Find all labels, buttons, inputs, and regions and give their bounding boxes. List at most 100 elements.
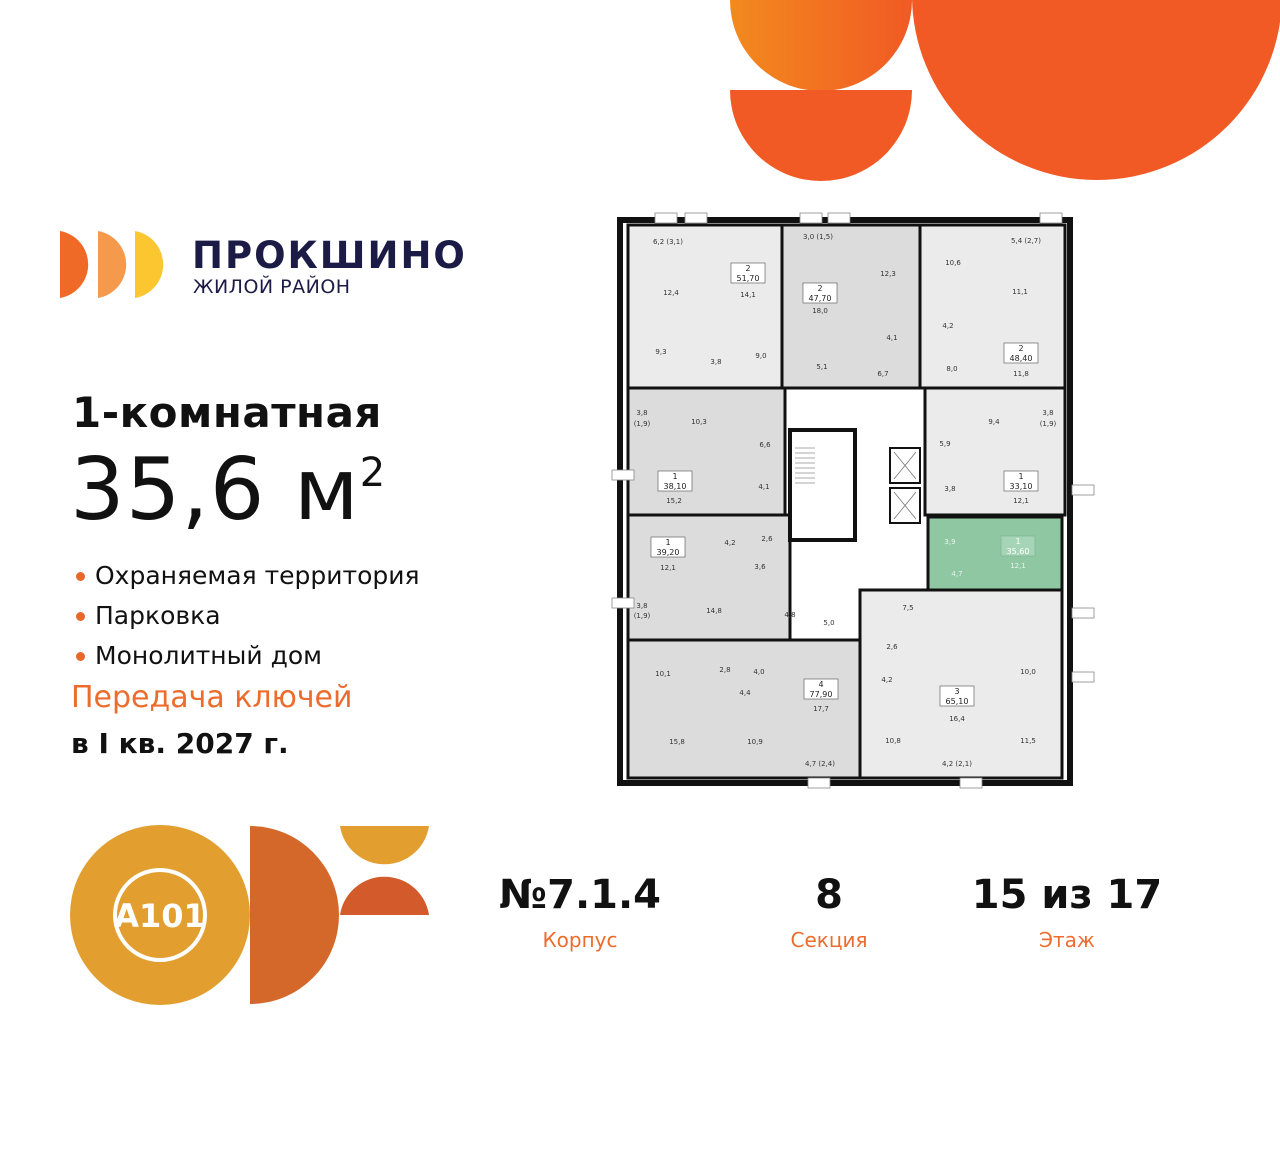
feature-label: Монолитный дом — [95, 641, 323, 670]
room-area: 11,8 — [1013, 370, 1029, 378]
brand-subtitle: ЖИЛОЙ РАЙОН — [193, 276, 351, 298]
room-area: 9,0 — [755, 352, 766, 360]
room-area: 11,1 — [1012, 288, 1028, 296]
apartment-area-shape — [626, 513, 792, 642]
feature-label: Парковка — [95, 601, 221, 630]
apartment-area-shape — [923, 386, 1067, 517]
apartment-1-room-38-10[interactable]: 138,10 3,8 (1,9) 10,3 6,6 15,2 4,1 — [626, 386, 787, 517]
logo-text: A101 — [114, 897, 206, 935]
apartment-label-box — [730, 262, 766, 284]
apartment-area-shape — [780, 223, 922, 390]
room-area: (1,9) — [634, 420, 651, 428]
room-area: 4,1 — [758, 483, 769, 491]
room-area: 10,3 — [691, 418, 707, 426]
floor-plan: 251,706,2 (3,1)12,4 14,19,33,89,0247,703,… — [611, 212, 1095, 789]
apartment-2-room-48-40[interactable]: 248,40 10,6 5,4 (2,7) 11,1 4,2 8,0 11,8 — [918, 223, 1067, 390]
window-mark — [1071, 484, 1095, 496]
area-value: 35,6 м — [70, 440, 360, 540]
room-area: 3,9 — [944, 538, 955, 546]
apartment-1-room-39-20[interactable]: 139,20 4,2 2,6 12,1 3,6 3,8 (1,9) 14,8 — [626, 513, 792, 642]
room-area: 4,1 — [886, 334, 897, 342]
room-area: 14,1 — [740, 291, 756, 299]
room-area: 10,6 — [945, 259, 961, 267]
apartment-2-room-51-70[interactable]: 251,70 6,2 (3,1) 12,4 14,1 9,3 3,8 9,0 — [626, 223, 784, 390]
apartment-rooms: 3 — [954, 687, 959, 696]
room-area: 2,6 — [761, 535, 773, 543]
apartment-total-area: 38,10 — [664, 482, 687, 491]
room-area: 4,7 — [951, 570, 962, 578]
room-area: 4,2 (2,1) — [942, 760, 972, 768]
room-area: 3,8 — [944, 485, 955, 493]
apartment-label-box — [803, 678, 839, 700]
brand-logo-icon — [60, 231, 164, 298]
window-mark — [799, 212, 823, 224]
room-area: 2,8 — [719, 666, 730, 674]
apartment-rooms: 1 — [665, 538, 670, 547]
stat-label: Этаж — [1039, 928, 1095, 952]
apartment-rooms: 4 — [818, 680, 823, 689]
room-area: 7,5 — [902, 604, 913, 612]
apartment-total-area: 47,70 — [809, 294, 832, 303]
room-area: 12,1 — [660, 564, 676, 572]
window-mark — [611, 597, 635, 609]
stat-value: 8 — [815, 872, 843, 918]
apartment-total-area: 65,10 — [946, 697, 969, 706]
room-area: 6,7 — [877, 370, 888, 378]
feature-item: Монолитный дом — [76, 636, 420, 676]
apartment-total-area: 35,60 — [1007, 547, 1030, 556]
room-area: 4,4 — [739, 689, 751, 697]
room-area: 2,6 — [886, 643, 898, 651]
window-mark — [1039, 212, 1063, 224]
room-area: 14,8 — [706, 607, 722, 615]
logo-circle — [70, 825, 250, 1005]
stat-building: №7.1.4 Корпус — [460, 872, 700, 952]
apartment-total-area: 39,20 — [657, 548, 680, 557]
window-mark — [1071, 607, 1095, 619]
elevator-cross — [893, 451, 917, 480]
room-area: 5,4 (2,7) — [1011, 237, 1041, 245]
room-area: (1,9) — [1040, 420, 1057, 428]
room-area: 9,3 — [655, 348, 666, 356]
room-area: 3,6 — [754, 563, 766, 571]
apartment-1-room-33-10[interactable]: 133,10 9,4 3,8 (1,9) 5,9 3,8 12,1 — [923, 386, 1067, 517]
apartment-rooms: 2 — [817, 284, 822, 293]
handover-date: в I кв. 2027 г. — [71, 727, 289, 760]
bullet-icon — [76, 611, 85, 621]
room-area: 18,0 — [812, 307, 828, 315]
stat-label: Секция — [790, 928, 868, 952]
room-area: 6,2 (3,1) — [653, 238, 683, 246]
stat-floor: 15 из 17 Этаж — [947, 872, 1187, 952]
room-area: 8,0 — [946, 365, 957, 373]
handover-label: Передача ключей — [71, 680, 353, 715]
apartment-4-room-77-90[interactable]: 477,90 10,1 2,8 4,0 4,4 15,8 10,9 4,8 5,0 17,7 4,7… — [626, 611, 862, 780]
logo-ring — [113, 868, 207, 962]
apartment-label-box — [802, 282, 838, 304]
room-area: 4,0 — [753, 668, 764, 676]
bullet-icon — [76, 651, 85, 661]
room-area: 11,5 — [1020, 737, 1036, 745]
apartment-3-room-65-10[interactable]: 365,10 7,5 2,6 4,2 10,8 16,4 10,0 11,5 4,2 (2,1) — [858, 588, 1064, 780]
half-circle-top — [730, 0, 912, 91]
room-area: 4,2 — [942, 322, 953, 330]
stat-value: №7.1.4 — [498, 872, 661, 918]
room-area: 12,1 — [1013, 497, 1029, 505]
apartment-area-shape — [626, 223, 784, 390]
feature-item: Охраняемая территория — [76, 556, 420, 596]
room-area: 4,2 — [724, 539, 735, 547]
room-area: 5,0 — [823, 619, 834, 627]
apartment-total-area: 51,70 — [737, 274, 760, 283]
room-area: 10,1 — [655, 670, 671, 678]
room-area: 10,9 — [747, 738, 763, 746]
stat-section: 8 Секция — [709, 872, 949, 952]
room-area: (1,9) — [634, 612, 651, 620]
room-area: 3,8 — [636, 602, 647, 610]
apartment-2-room-47-70[interactable]: 247,70 3,0 (1,5) 12,3 18,0 5,1 4,1 6,7 — [780, 223, 922, 390]
apartment-total-area: 77,90 — [810, 690, 833, 699]
window-mark — [807, 777, 831, 789]
area-unit-sup: 2 — [359, 450, 387, 496]
big-circle — [912, 0, 1280, 180]
room-area: 3,0 (1,5) — [803, 233, 833, 241]
apartment-area: 35,6 м2 — [70, 440, 386, 540]
room-area: 15,8 — [669, 738, 685, 746]
room-area: 5,1 — [816, 363, 827, 371]
